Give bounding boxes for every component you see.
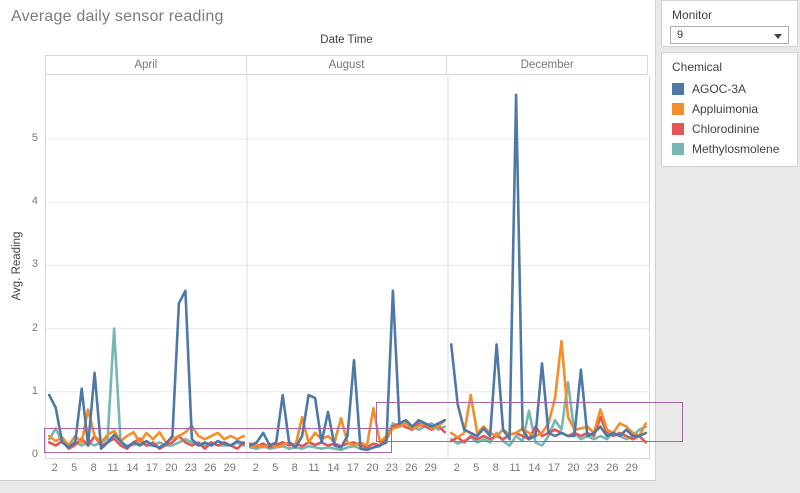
y-tick-label: 3 (31, 258, 38, 271)
legend-item-label: Methylosmolene (692, 142, 780, 156)
x-tick-label: 17 (547, 462, 561, 474)
monitor-select[interactable]: 9 (670, 26, 789, 44)
dropdown-arrow-icon (774, 34, 782, 39)
x-tick-label: 23 (586, 462, 599, 474)
x-tick-label: 29 (625, 462, 638, 474)
x-tick-label: 5 (71, 462, 78, 474)
series-line-appluimonia-august[interactable] (248, 406, 447, 449)
y-tick-label: 0 (31, 448, 38, 460)
x-tick-label: 29 (424, 462, 437, 474)
monitor-filter-label: Monitor (672, 8, 713, 22)
x-tick-label: 5 (272, 462, 279, 474)
page-title: Average daily sensor reading (11, 8, 224, 25)
series-line-agoc-3a-august[interactable] (248, 289, 447, 452)
x-tick-label: 26 (606, 462, 619, 474)
panel-header: April August December (45, 55, 648, 75)
legend-item-agoc-3a[interactable]: AGOC-3A (662, 79, 797, 99)
legend-item-label: Chlorodinine (692, 122, 760, 136)
series-line-agoc-3a-december[interactable] (449, 93, 648, 441)
x-tick-label: 2 (252, 462, 259, 474)
x-tick-label: 20 (165, 462, 178, 474)
x-tick-label: 29 (223, 462, 236, 474)
monitor-select-value: 9 (677, 29, 684, 41)
series-line-methylosmolene-april[interactable] (47, 327, 246, 447)
y-tick-label: 1 (31, 384, 38, 397)
line-chart-svg (46, 75, 649, 458)
legend-swatch-icon (672, 103, 684, 115)
x-tick-label: 17 (145, 462, 159, 474)
x-tick-label: 8 (291, 462, 298, 474)
monitor-filter-card: Monitor 9 (661, 0, 798, 47)
x-tick-label: 23 (385, 462, 398, 474)
chemical-legend-card: Chemical AGOC-3A Appluimonia Chlorodinine M… (661, 52, 798, 167)
legend-item-methylosmolene[interactable]: Methylosmolene (662, 139, 797, 159)
plot-area[interactable] (45, 75, 650, 459)
y-tick-label: 5 (31, 132, 38, 144)
x-tick-label: 11 (107, 462, 119, 474)
chart-card: Average daily sensor reading Date Time A… (0, 0, 656, 481)
legend-item-appluimonia[interactable]: Appluimonia (662, 99, 797, 119)
legend-item-label: AGOC-3A (692, 82, 747, 96)
series-line-appluimonia-april[interactable] (47, 408, 246, 447)
panel-label-december: December (520, 59, 574, 71)
x-tick-label: 5 (473, 462, 480, 474)
chemical-legend-list: AGOC-3A Appluimonia Chlorodinine Methylosmo… (662, 79, 797, 159)
legend-item-label: Appluimonia (692, 102, 759, 116)
legend-swatch-icon (672, 123, 684, 135)
series-line-agoc-3a-april[interactable] (47, 289, 246, 451)
x-tick-label: 14 (327, 462, 340, 474)
x-tick-label: 14 (528, 462, 541, 474)
legend-item-chlorodinine[interactable]: Chlorodinine (662, 119, 797, 139)
x-tick-label: 20 (366, 462, 379, 474)
chemical-legend-title: Chemical (672, 60, 723, 74)
x-tick-label: 17 (346, 462, 360, 474)
x-tick-label: 2 (453, 462, 460, 474)
x-tick-label: 11 (509, 462, 521, 474)
x-tick-label: 8 (90, 462, 97, 474)
y-tick-label: 4 (31, 195, 38, 208)
x-tick-label: 20 (567, 462, 580, 474)
x-tick-label: 11 (308, 462, 320, 474)
x-tick-label: 23 (184, 462, 197, 474)
panel-label-april: April (46, 56, 247, 74)
x-tick-label: 8 (492, 462, 499, 474)
x-axis-title: Date Time (320, 34, 373, 46)
x-axis-tick-labels: 2 5 8 11 14 17 20 23 26 29 2 5 8 11 14 17 20 23 26 29 2 5 8 11 1… (45, 462, 648, 476)
x-tick-label: 26 (405, 462, 418, 474)
x-tick-label: 26 (204, 462, 217, 474)
y-axis-tick-labels: 0 1 2 3 4 5 (0, 75, 38, 460)
legend-swatch-icon (672, 83, 684, 95)
x-tick-label: 2 (51, 462, 58, 474)
y-tick-label: 2 (31, 321, 38, 334)
legend-swatch-icon (672, 143, 684, 155)
x-tick-label: 14 (126, 462, 139, 474)
panel-label-august: August (247, 56, 448, 74)
